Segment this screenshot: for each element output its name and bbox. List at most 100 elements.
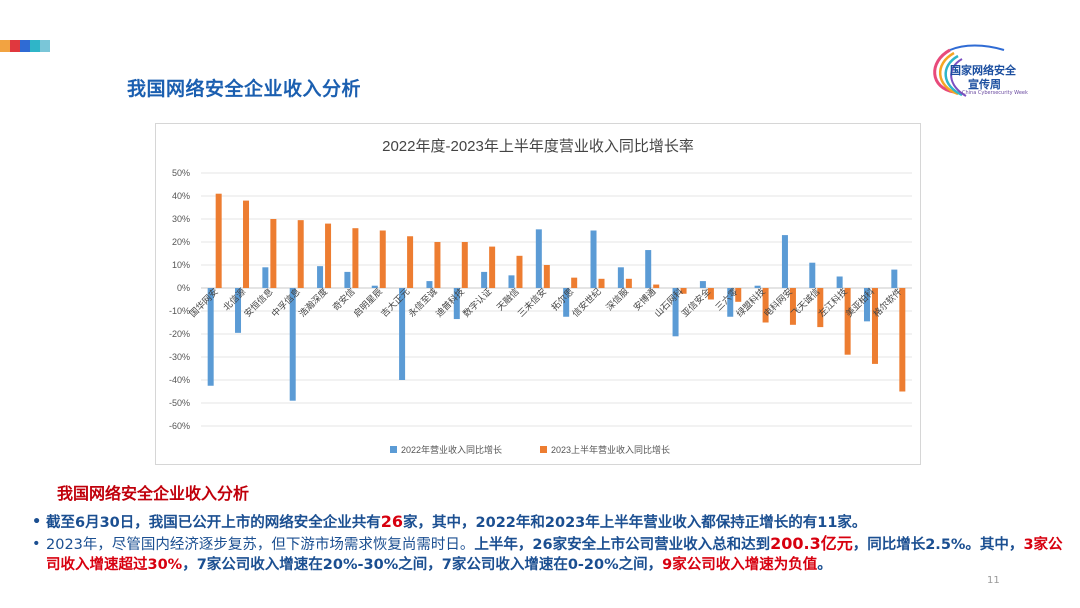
x-tick-label: 信安世纪 (570, 286, 603, 319)
bar-2023h1 (297, 220, 304, 288)
legend-swatch-2022 (390, 446, 397, 453)
legend-label-2022: 2022年营业收入同比增长 (401, 444, 502, 455)
bar-2023h1 (407, 236, 414, 288)
deco-block-1 (0, 40, 10, 52)
logo-text-line1: 国家网络安全 (950, 64, 1016, 77)
bullet-2-text-a: 2023年，尽管国内经济逐步复苏，但下游市场需求恢复尚需时日。 (46, 536, 475, 553)
bar-2023h1 (461, 242, 468, 288)
bar-2022 (481, 271, 488, 288)
bar-2023h1 (789, 288, 796, 325)
x-tick-label: 浩瀚深度 (296, 286, 329, 319)
x-tick-label: 三未信安 (515, 286, 548, 319)
bar-2023h1 (215, 193, 222, 288)
y-tick-label: 30% (172, 214, 190, 224)
logo-text-line2: 宣传周 (968, 78, 1001, 91)
bar-2022 (645, 250, 652, 288)
x-tick-label: 山石网科 (652, 286, 685, 319)
bar-2023h1 (817, 288, 824, 328)
deco-block-2 (10, 40, 20, 52)
x-tick-label: 拓尔思 (549, 286, 576, 313)
bar-2022 (727, 288, 734, 317)
bar-2023h1 (270, 219, 277, 288)
bar-2022 (262, 267, 269, 288)
bar-2023h1 (379, 230, 386, 288)
legend-swatch-2023h1 (540, 446, 547, 453)
summary-bullets: 截至6月30日，我国已公开上市的网络安全企业共有26家，其中，2022年和202… (30, 512, 1070, 576)
x-tick-label: 国华网安 (187, 286, 220, 319)
y-tick-label: 50% (172, 168, 190, 178)
decorative-color-strip (0, 40, 50, 52)
x-tick-label: 北信源 (221, 286, 248, 313)
bar-2023h1 (352, 228, 359, 288)
bar-2022 (508, 275, 515, 288)
bar-2022 (863, 288, 870, 322)
bullet-1-text-c: 家，其中，2022年和2023年上半年营业收入都保持正增长的有11家。 (403, 515, 867, 531)
bullet-2-text-b: 上半年，26家安全上市公司营业收入总和达到 (474, 536, 771, 553)
page-title: 我国网络安全企业收入分析 (127, 78, 362, 100)
chart-container: 2022年度-2023年上半年度营业收入同比增长率 50% 40% 30% 20% 10… (155, 123, 921, 465)
y-tick-label: -50% (169, 398, 190, 408)
bullet-2-highlight-over30: 3家公司收入增速超过30% (46, 536, 1063, 574)
bar-2023h1 (625, 278, 632, 288)
bar-2022 (453, 288, 460, 320)
x-tick-label: 迪普科技 (433, 286, 466, 319)
bar-2023h1 (243, 200, 250, 288)
bar-2023h1 (653, 284, 660, 288)
bar-2022 (617, 267, 624, 288)
bar-2022 (809, 262, 816, 288)
bullet-2-highlight-negative: 9家公司收入增速为负值 (662, 557, 818, 573)
bar-2022 (207, 288, 214, 386)
x-tick-label: 安博通 (631, 286, 658, 313)
bar-2023h1 (489, 246, 496, 288)
x-tick-label: 启明星辰 (351, 286, 384, 319)
deco-block-4 (30, 40, 40, 52)
bar-2023h1 (844, 288, 851, 355)
bar-2022 (672, 288, 679, 337)
bullet-2: 2023年，尽管国内经济逐步复苏，但下游市场需求恢复尚需时日。上半年，26家安全… (30, 534, 1070, 576)
growth-rate-bar-chart: 2022年度-2023年上半年度营业收入同比增长率 50% 40% 30% 20% 10… (169, 138, 912, 455)
bar-2023h1 (543, 265, 550, 288)
bar-2022 (891, 269, 898, 288)
bar-2023h1 (899, 288, 906, 392)
bar-2023h1 (571, 277, 578, 288)
y-tick-label: 20% (172, 237, 190, 247)
bar-2022 (535, 229, 542, 288)
bullet-2-text-d: ，同比增长2.5%。其中， (852, 536, 1024, 553)
bar-2022 (426, 281, 433, 288)
bar-2022 (317, 266, 324, 288)
deco-block-5 (40, 40, 50, 52)
bar-2022 (590, 230, 597, 288)
bar-2023h1 (735, 288, 742, 302)
bar-2022 (371, 285, 378, 288)
y-tick-label: -60% (169, 421, 190, 431)
bar-2023h1 (707, 288, 714, 300)
bar-2023h1 (598, 278, 605, 288)
bar-2022 (399, 288, 406, 380)
logo-text-line3: China Cybersecurity Week (962, 90, 1028, 96)
bar-2022 (754, 285, 761, 288)
bar-2023h1 (762, 288, 769, 323)
section-subheading: 我国网络安全企业收入分析 (57, 484, 250, 503)
x-tick-label: 吉大正元 (378, 286, 411, 319)
y-tick-label: -30% (169, 352, 190, 362)
x-tick-label: 深信服 (603, 286, 630, 313)
bullet-1-highlight: 26 (380, 512, 404, 531)
bullet-2-total-revenue: 200.3亿元 (770, 533, 853, 553)
cybersecurity-week-logo-icon (933, 44, 1005, 97)
bullet-1: 截至6月30日，我国已公开上市的网络安全企业共有26家，其中，2022年和202… (30, 512, 1070, 534)
bar-2022 (563, 288, 570, 317)
chart-legend: 2022年营业收入同比增长 2023上半年营业收入同比增长 (390, 444, 670, 455)
bar-2022 (235, 288, 242, 333)
bar-2022 (836, 276, 843, 288)
bar-2023h1 (434, 242, 441, 288)
x-tick-label: 天融信 (494, 286, 521, 313)
bar-2022 (781, 235, 788, 288)
chart-title: 2022年度-2023年上半年度营业收入同比增长率 (382, 138, 694, 155)
bullet-1-text-a: 截至6月30日，我国已公开上市的网络安全企业共有 (46, 515, 381, 531)
bullet-2-text-f: ，7家公司收入增速在20%-30%之间，7家公司收入增速在0-20%之间， (182, 557, 663, 573)
bar-2022 (699, 281, 706, 288)
x-tick-label: 中孚信息 (269, 286, 302, 319)
legend-label-2023h1: 2023上半年营业收入同比增长 (551, 444, 670, 455)
bar-2022 (344, 271, 351, 288)
y-axis: 50% 40% 30% 20% 10% 0% -10% -20% -30% -40% -50% -60… (169, 168, 190, 431)
